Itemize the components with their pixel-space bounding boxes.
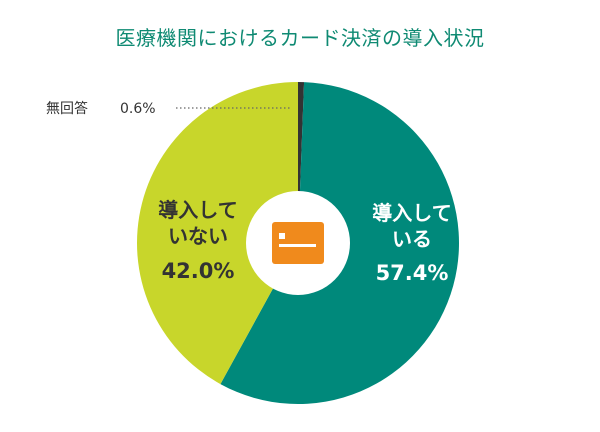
slice-value-label: 42.0% — [162, 259, 235, 283]
pie-slice-1 — [136, 82, 298, 385]
slice-label-line: 導入して — [372, 201, 451, 225]
slice-label-line: 導入して — [158, 198, 237, 222]
slice-label-line: いない — [168, 224, 228, 248]
slice-label: 無回答 — [46, 100, 88, 117]
slice-value-label: 57.4% — [376, 261, 449, 285]
credit-card-icon — [272, 222, 324, 264]
chart-title: 医療機関におけるカード決済の導入状況 — [115, 26, 485, 50]
slice-value-label: 0.6% — [120, 101, 156, 117]
slice-label-line: いる — [392, 227, 432, 251]
